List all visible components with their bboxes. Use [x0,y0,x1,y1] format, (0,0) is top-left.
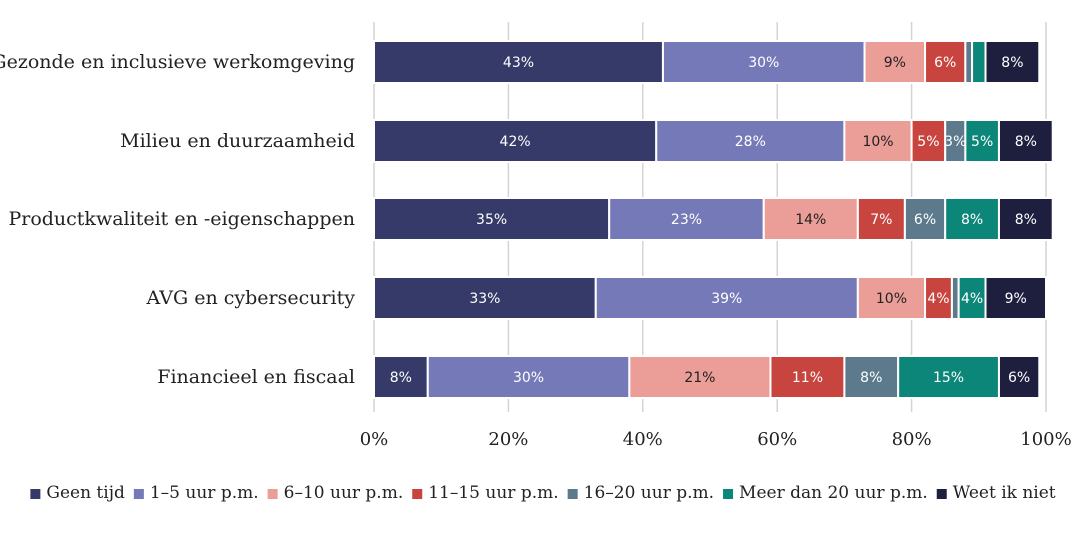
data-label: 8% [961,212,983,228]
legend-swatch-1-5-uur-p-m [133,489,144,499]
bar-16-20-uur-p-m [950,276,960,320]
category-label: Financieel en fiscaal [157,366,355,388]
bar-1-5-uur-p-m [655,119,846,163]
data-label: 6% [934,55,956,71]
x-tick-label: 80% [892,429,932,450]
bar-6-10-uur-p-m [628,355,772,399]
bar-meer-dan-20-uur-p-m [957,276,987,320]
bar-16-20-uur-p-m [964,40,974,84]
bar-geen-tijd [373,355,429,399]
data-label: 42% [500,134,531,150]
bar-16-20-uur-p-m [903,197,947,241]
bar-weet-ik-niet [997,119,1054,163]
data-label: 33% [469,291,500,307]
data-label: 9% [1005,291,1027,307]
bar-geen-tijd [373,40,664,84]
bar-weet-ik-niet [997,197,1054,241]
data-label: 9% [884,55,906,71]
data-label: 3% [944,134,966,150]
legend-swatch-geen-tijd [30,489,41,499]
legend-label: 6–10 uur p.m. [284,483,404,503]
data-label: 5% [971,134,993,150]
bar-11-15-uur-p-m [924,40,967,84]
category-label: Productkwaliteit en -eigenschappen [8,208,355,230]
data-label: 43% [503,55,534,71]
data-label: 30% [513,370,544,386]
x-tick-label: 40% [623,429,663,450]
legend-label: Meer dan 20 uur p.m. [739,483,928,503]
data-label: 8% [860,370,882,386]
bar-1-5-uur-p-m [426,355,631,399]
data-label: 5% [917,134,939,150]
data-label: 4% [927,291,949,307]
legend-swatch-16-20-uur-p-m [567,489,578,499]
data-label: 6% [914,212,936,228]
bar-meer-dan-20-uur-p-m [944,197,1000,241]
data-label: 10% [862,134,893,150]
bar-meer-dan-20-uur-p-m [964,119,1000,163]
x-tick-label: 0% [360,429,389,450]
data-label: 10% [876,291,907,307]
data-label: 14% [795,212,826,228]
data-label: 8% [1001,55,1023,71]
bar-geen-tijd [373,119,658,163]
bar-meer-dan-20-uur-p-m [897,355,1000,399]
data-label: 15% [933,370,964,386]
legend-swatch-weet-ik-niet [936,489,947,499]
bar-meer-dan-20-uur-p-m [971,40,987,84]
data-label: 6% [1008,370,1030,386]
legend-label: 11–15 uur p.m. [428,483,558,503]
data-label: 7% [870,212,892,228]
bar-11-15-uur-p-m [910,119,947,163]
bar-weet-ik-niet [997,355,1041,399]
x-tick-label: 100% [1020,429,1071,450]
data-label: 21% [684,370,715,386]
bar-weet-ik-niet [984,276,1048,320]
category-label: Gezonde en inclusieve werkomgeving [0,51,355,73]
bar-6-10-uur-p-m [843,119,913,163]
x-tick-label: 60% [757,429,797,450]
legend-swatch-meer-dan-20-uur-p-m [723,489,734,499]
category-label: Milieu en duurzaamheid [120,130,355,152]
legend-label: 1–5 uur p.m. [150,483,259,503]
data-label: 35% [476,212,507,228]
data-label: 4% [961,291,983,307]
bar-1-5-uur-p-m [608,197,765,241]
data-label: 8% [390,370,412,386]
category-label: AVG en cybersecurity [146,287,356,309]
legend-label: Geen tijd [46,483,125,503]
data-label: 39% [711,291,742,307]
legend-label: 16–20 uur p.m. [584,483,714,503]
legend-swatch-11-15-uur-p-m [412,489,423,499]
data-label: 28% [735,134,766,150]
legend-swatch-6-10-uur-p-m [267,489,278,499]
data-label: 23% [671,212,702,228]
data-label: 30% [748,55,779,71]
bar-11-15-uur-p-m [924,276,953,320]
data-label: 11% [792,370,823,386]
x-tick-label: 20% [488,429,528,450]
data-label: 8% [1015,134,1037,150]
bar-weet-ik-niet [984,40,1041,84]
data-label: 8% [1015,212,1037,228]
legend-label: Weet ik niet [953,483,1056,503]
